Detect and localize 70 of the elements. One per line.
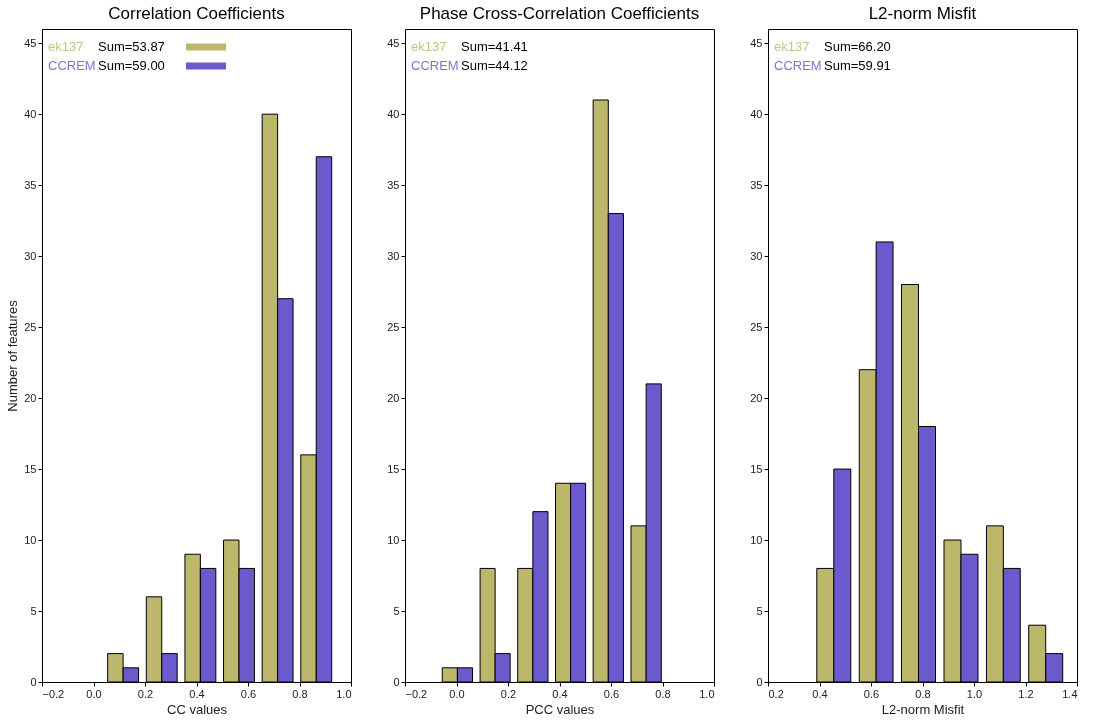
y-tick-label: 15 [24,462,37,475]
y-tick-label: 20 [24,391,37,404]
y-tick-label: 15 [387,462,400,475]
text: ek137 [774,39,810,54]
x-tick-label: 1.0 [699,687,715,700]
y-tick-label: 25 [387,320,400,333]
y-tick-label: 20 [387,391,400,404]
x-tick-label: 0.4 [812,687,828,700]
y-tick-label: 40 [750,107,763,120]
x-tick-label: 0.8 [915,687,931,700]
chart-title: Phase Cross-Correlation Coefficients [419,4,700,23]
annotation: Sum=66.20 [824,39,891,54]
y-tick-label: 25 [750,320,763,333]
x-axis-title: CC values [167,701,228,717]
text: CCREM [411,58,459,73]
y-tick-label: 35 [24,178,37,191]
annotation: Sum=59.91 [824,58,891,73]
x-tick-label: 0.6 [603,687,620,700]
y-tick-label: 45 [24,36,37,49]
annotation: Sum=44.12 [461,58,528,73]
x-tick-label: 0.4 [552,687,568,700]
x-tick-label: 1.0 [966,687,983,700]
x-axis-title: L2-norm Misfit [881,701,965,717]
x-tick-label: −0.2 [405,687,428,700]
y-tick-label: 10 [750,533,763,546]
y-tick-label: 35 [387,178,400,191]
y-axis-title: Number of features [5,299,21,412]
x-tick-label: 1.0 [336,687,352,700]
x-tick-label: 1.4 [1062,687,1078,700]
y-tick-label: 40 [24,107,37,120]
text: ek137 [411,39,447,54]
annotation: Sum=59.00 [98,58,165,73]
x-tick-label: 0.2 [500,687,517,700]
text: ek137 [48,39,84,54]
annotation: Sum=41.41 [461,39,528,54]
text: CCREM [774,58,822,73]
x-axis-title: PCC values [525,701,595,717]
x-tick-label: 0.6 [240,687,257,700]
y-tick-label: 30 [750,249,763,262]
text: CCREM [48,58,96,73]
y-tick-label: 20 [750,391,763,404]
x-tick-label: 0.0 [86,687,102,700]
x-tick-label: 0.0 [449,687,465,700]
annotation: Sum=53.87 [98,39,165,54]
x-tick-label: 1.2 [1018,687,1034,700]
x-tick-label: −0.2 [42,687,65,700]
y-tick-label: 10 [387,533,400,546]
y-tick-label: 0 [756,675,763,688]
y-tick-label: 45 [750,36,763,49]
x-tick-label: 0.4 [189,687,205,700]
y-tick-label: 35 [750,178,763,191]
y-tick-label: 5 [393,604,400,617]
y-tick-label: 40 [387,107,400,120]
y-tick-label: 25 [24,320,37,333]
x-tick-label: 0.8 [655,687,671,700]
x-tick-label: 0.2 [137,687,154,700]
x-tick-label: 0.2 [768,687,784,700]
y-tick-label: 30 [387,249,400,262]
y-tick-label: 5 [30,604,37,617]
x-tick-label: 0.8 [292,687,308,700]
y-tick-label: 15 [750,462,763,475]
y-tick-label: 5 [756,604,763,617]
chart-title: Correlation Coefficients [108,4,285,23]
chart-title: L2-norm Misfit [868,4,977,23]
y-tick-label: 10 [24,533,37,546]
y-tick-label: 30 [24,249,37,262]
x-tick-label: 0.6 [863,687,880,700]
y-tick-label: 0 [393,675,400,688]
y-tick-label: 0 [30,675,37,688]
y-tick-label: 45 [387,36,400,49]
